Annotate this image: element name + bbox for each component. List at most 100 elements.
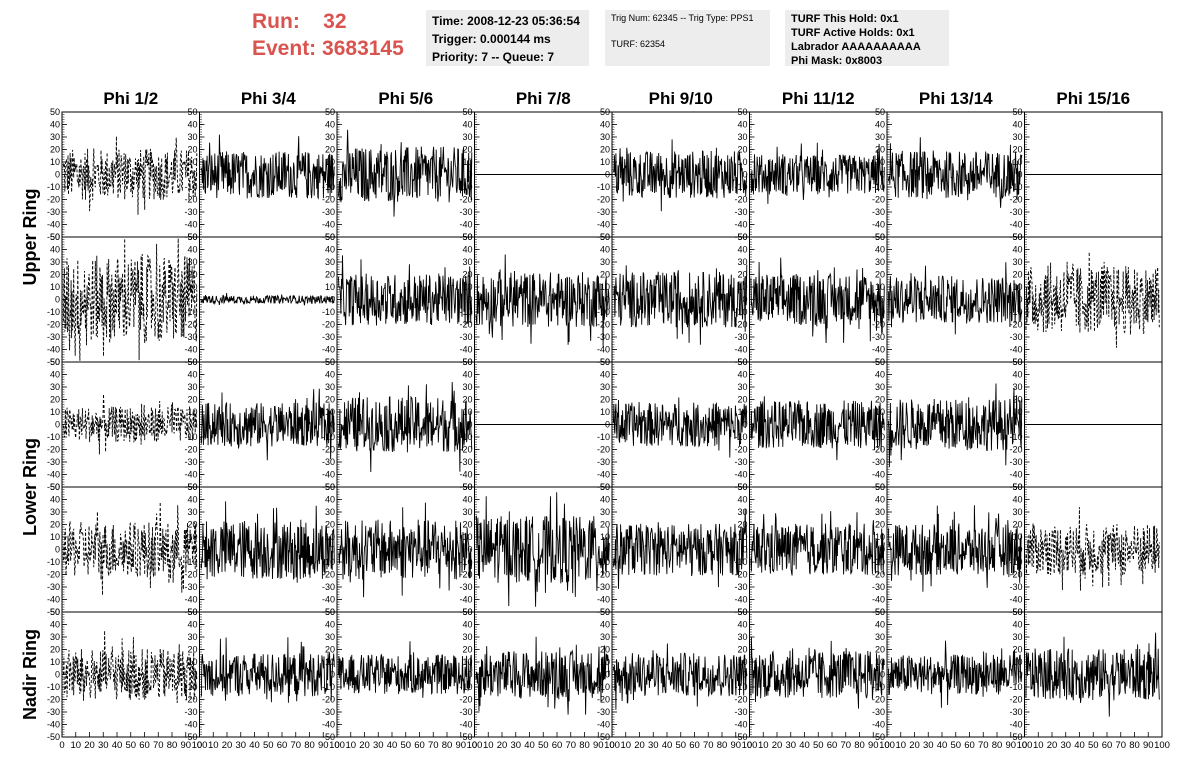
y-tick-label: 30: [187, 382, 197, 392]
x-tick-label: 50: [813, 740, 824, 751]
phi-mask-text: Phi Mask: 0x8003: [791, 55, 883, 67]
x-tick-label: 80: [304, 740, 315, 751]
x-tick-label: 60: [689, 740, 700, 751]
y-tick-label: 20: [50, 270, 60, 280]
y-tick-label: 30: [325, 132, 335, 142]
y-tick-label: -20: [597, 570, 610, 580]
y-tick-label: 40: [875, 245, 885, 255]
event-row: Event: 3683145: [252, 35, 404, 62]
waveform-trace: [612, 397, 748, 458]
y-tick-label: 20: [875, 395, 885, 405]
panel-frame: [1024, 486, 1163, 613]
y-tick-label: 20: [50, 645, 60, 655]
y-tick-label: 30: [462, 632, 472, 642]
y-tick-label: 10: [1012, 157, 1022, 167]
y-tick-label: 30: [600, 257, 610, 267]
y-tick-label: 30: [462, 132, 472, 142]
y-tick-label: 0: [742, 670, 747, 680]
y-tick-label: 40: [50, 370, 60, 380]
y-tick-label: 30: [462, 507, 472, 517]
y-tick-label: 20: [325, 145, 335, 155]
waveform-trace: [62, 238, 198, 361]
y-tick-label: 20: [1012, 395, 1022, 405]
y-tick-label: -30: [322, 332, 335, 342]
x-tick-label: 60: [964, 740, 975, 751]
y-tick-label: -50: [47, 607, 60, 617]
event-value: 3683145: [322, 37, 404, 60]
x-tick-label: 60: [1102, 740, 1113, 751]
y-tick-label: 0: [742, 545, 747, 555]
y-tick-label: 40: [462, 620, 472, 630]
y-tick-label: 20: [1012, 520, 1022, 530]
y-tick-label: 20: [325, 520, 335, 530]
y-tick-label: 50: [600, 357, 610, 367]
y-tick-label: -10: [597, 432, 610, 442]
y-tick-label: -10: [459, 182, 472, 192]
x-tick-label: 80: [167, 740, 178, 751]
waveform-trace: [750, 637, 885, 709]
y-tick-label: 30: [50, 132, 60, 142]
x-tick-label: 20: [1047, 740, 1058, 751]
y-tick-label: -30: [734, 707, 747, 717]
y-tick-label: -50: [597, 732, 610, 742]
y-tick-label: -20: [47, 320, 60, 330]
y-tick-label: -10: [47, 682, 60, 692]
y-tick-label: 50: [187, 232, 197, 242]
y-tick-label: -40: [734, 720, 747, 730]
y-tick-label: -50: [322, 732, 335, 742]
x-tick-label: 20: [359, 740, 370, 751]
y-tick-label: -10: [322, 182, 335, 192]
x-tick-label: 90: [318, 740, 329, 751]
y-tick-label: -10: [322, 682, 335, 692]
priority-text: Priority: 7 -- Queue: 7: [432, 50, 555, 64]
y-tick-label: 10: [325, 282, 335, 292]
y-tick-label: -10: [459, 682, 472, 692]
y-tick-label: -10: [322, 307, 335, 317]
y-tick-label: 10: [1012, 657, 1022, 667]
y-tick-label: 20: [325, 270, 335, 280]
y-tick-label: 40: [325, 620, 335, 630]
y-tick-label: 50: [1012, 232, 1022, 242]
run-value: 32: [323, 10, 347, 33]
y-tick-label: 10: [737, 282, 747, 292]
x-tick-label: 40: [524, 740, 535, 751]
x-tick-label: 50: [125, 740, 136, 751]
y-tick-label: 30: [325, 507, 335, 517]
y-tick-label: 30: [1012, 257, 1022, 267]
y-tick-label: 0: [605, 170, 610, 180]
y-tick-label: -40: [597, 345, 610, 355]
y-tick-label: 10: [600, 282, 610, 292]
y-tick-label: 50: [1012, 607, 1022, 617]
y-tick-label: 50: [50, 607, 60, 617]
y-tick-label: -20: [597, 695, 610, 705]
y-tick-label: 30: [50, 257, 60, 267]
y-tick-label: -10: [47, 432, 60, 442]
y-tick-label: 10: [325, 157, 335, 167]
x-tick-label: 50: [950, 740, 961, 751]
y-tick-label: 0: [467, 420, 472, 430]
x-tick-label: 30: [648, 740, 659, 751]
y-tick-label: -50: [47, 482, 60, 492]
x-tick-label: 90: [1005, 740, 1016, 751]
y-tick-label: 50: [50, 482, 60, 492]
x-tick-label: 70: [153, 740, 164, 751]
y-tick-label: -40: [184, 595, 197, 605]
y-tick-label: -20: [47, 570, 60, 580]
y-tick-label: -10: [322, 432, 335, 442]
y-tick-label: 0: [742, 295, 747, 305]
y-tick-label: -30: [47, 582, 60, 592]
y-tick-label: 20: [187, 395, 197, 405]
y-tick-label: -40: [597, 220, 610, 230]
y-tick-label: 0: [55, 170, 60, 180]
y-tick-label: 30: [875, 257, 885, 267]
y-tick-label: 10: [462, 282, 472, 292]
y-tick-label: 30: [737, 632, 747, 642]
y-tick-label: -20: [184, 195, 197, 205]
y-tick-label: 50: [325, 607, 335, 617]
waveform-trace: [337, 641, 473, 698]
y-tick-label: 20: [325, 395, 335, 405]
y-tick-label: -40: [322, 345, 335, 355]
y-tick-label: 40: [737, 120, 747, 130]
y-tick-label: 20: [875, 270, 885, 280]
